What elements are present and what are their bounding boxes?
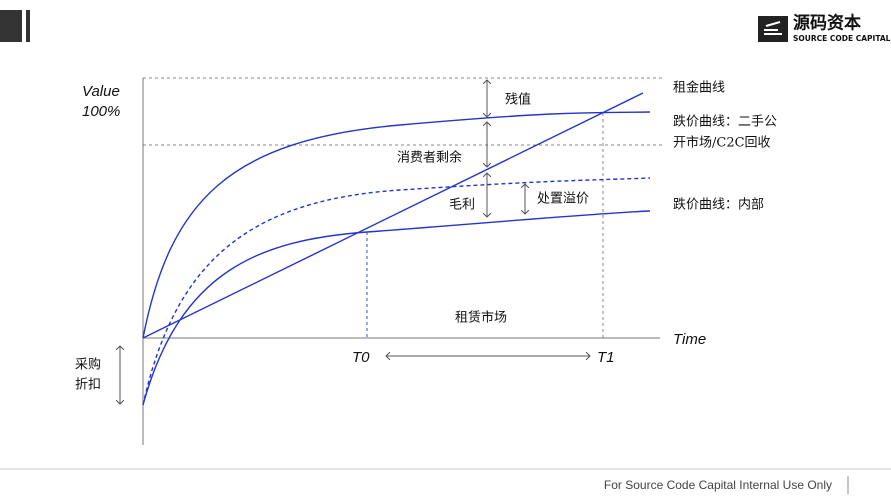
y-title: Value — [82, 83, 120, 100]
public-curve: 开市场/C2C回收 — [673, 135, 771, 151]
footer: For Source Code Capital Internal Use Onl… — [604, 478, 832, 492]
t1: T1 — [597, 349, 615, 366]
logo-sub: SOURCE CODE CAPITAL — [793, 34, 891, 43]
market: 租赁市场 — [455, 310, 507, 326]
surplus: 消费者剩余 — [397, 150, 462, 166]
rent-curve: 租金曲线 — [673, 80, 725, 96]
internal-curve: 跌价曲线：内部 — [673, 197, 764, 213]
discount: 折扣 — [75, 378, 101, 393]
y-max: 100% — [82, 103, 120, 120]
residual: 残值 — [505, 92, 531, 108]
logo-name: 源码资本 — [793, 13, 861, 34]
logo: 源码资本 SOURCE CODE CAPITAL — [758, 13, 891, 43]
public-curve: 跌价曲线：二手公 — [673, 114, 777, 130]
x-title: Time — [673, 331, 706, 348]
guides — [143, 77, 665, 338]
t0: T0 — [352, 349, 370, 366]
curves — [142, 92, 651, 406]
premium: 处置溢价 — [537, 192, 589, 207]
arrows — [120, 80, 590, 404]
corner-block — [0, 10, 22, 42]
corner-bar — [26, 10, 30, 42]
margin: 毛利 — [449, 198, 475, 213]
discount: 采购 — [75, 357, 101, 373]
